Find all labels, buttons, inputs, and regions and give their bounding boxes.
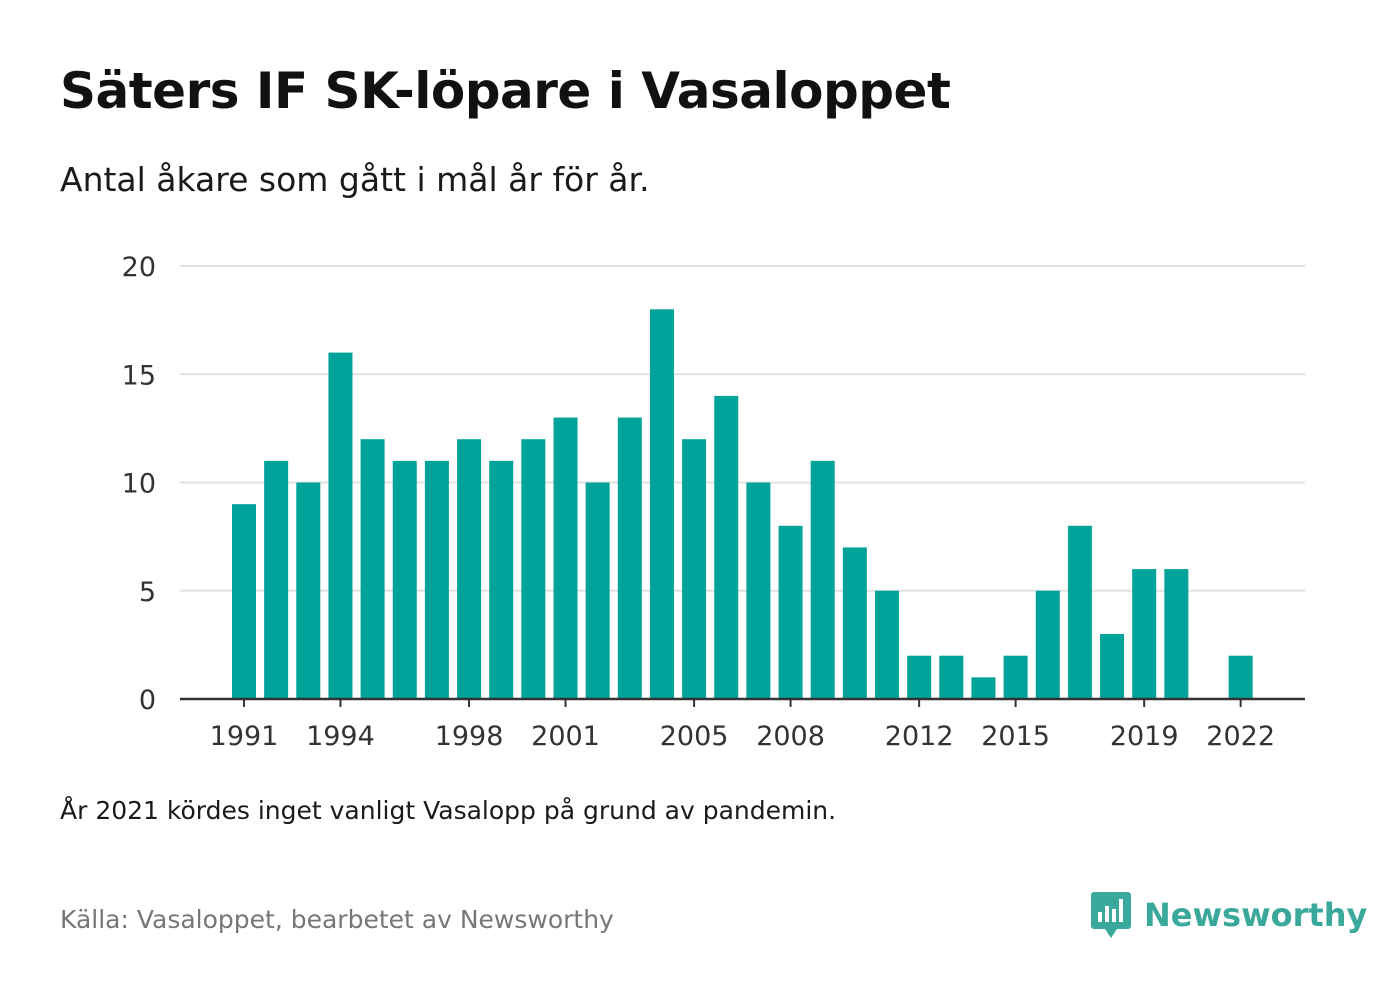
bar-1991 xyxy=(232,504,256,699)
x-tick-label: 1998 xyxy=(435,721,504,752)
x-tick-label: 2005 xyxy=(660,721,729,752)
chart-title: Säters IF SK-löpare i Vasaloppet xyxy=(60,62,951,120)
bar-1998 xyxy=(457,439,482,699)
y-tick-label: 5 xyxy=(139,577,156,608)
bar-2015 xyxy=(1003,655,1028,699)
bar-2017 xyxy=(1067,525,1092,699)
bar-1995 xyxy=(360,439,385,699)
y-tick-label: 10 xyxy=(122,469,156,500)
bar-2009 xyxy=(810,460,835,699)
bar-2001 xyxy=(553,417,578,699)
x-tick-label: 2022 xyxy=(1206,721,1275,752)
newsworthy-logo-icon xyxy=(1091,892,1131,938)
chart-subtitle: Antal åkare som gått i mål år för år. xyxy=(60,160,650,199)
bars xyxy=(232,309,1253,699)
bar-1999 xyxy=(489,460,514,699)
x-tick-label: 2019 xyxy=(1110,721,1179,752)
x-axis-ticks: 1991 1994 1998 2001 2005 2008 2012 2015 2019 2022 xyxy=(210,699,1275,752)
x-tick-label: 2008 xyxy=(756,721,825,752)
bar-2004 xyxy=(649,309,674,699)
bar-2018 xyxy=(1100,634,1125,699)
bar-2007 xyxy=(746,482,771,699)
bar-1994 xyxy=(328,352,353,699)
x-tick-label: 1994 xyxy=(306,721,375,752)
bar-2003 xyxy=(617,417,642,699)
bar-2019 xyxy=(1132,569,1157,699)
bar-2000 xyxy=(521,439,546,699)
bar-2022 xyxy=(1228,655,1253,699)
x-tick-label: 2012 xyxy=(885,721,954,752)
bar-2013 xyxy=(939,655,964,699)
bar-2010 xyxy=(842,547,867,699)
bar-2005 xyxy=(682,439,707,699)
bar-2016 xyxy=(1035,590,1060,699)
brand-name: Newsworthy xyxy=(1144,896,1368,934)
chart-note: År 2021 kördes inget vanligt Vasalopp på… xyxy=(60,796,837,825)
y-tick-label: 20 xyxy=(122,252,156,283)
y-tick-label: 0 xyxy=(139,685,156,716)
bar-1996 xyxy=(392,460,417,699)
y-tick-label: 15 xyxy=(122,360,156,391)
newsworthy-brand[interactable]: Newsworthy xyxy=(1090,890,1367,940)
bar-2014 xyxy=(971,677,996,699)
bar-2006 xyxy=(714,395,739,699)
y-axis-ticks: 0 5 10 15 20 xyxy=(122,252,156,716)
source-text: Källa: Vasaloppet, bearbetet av Newswort… xyxy=(60,905,614,934)
x-tick-label: 1991 xyxy=(210,721,279,752)
x-tick-label: 2015 xyxy=(981,721,1050,752)
x-tick-label: 2001 xyxy=(531,721,600,752)
bar-chart: 0 5 10 15 20 1991 1994 1998 2001 2005 2008 2012 201… xyxy=(122,252,1305,752)
bar-1997 xyxy=(424,460,449,699)
bar-1992 xyxy=(264,460,289,699)
bar-2012 xyxy=(907,655,932,699)
bar-2002 xyxy=(585,482,610,699)
bar-2020 xyxy=(1164,569,1189,699)
bar-2011 xyxy=(875,590,899,699)
bar-1993 xyxy=(296,482,321,699)
bar-2008 xyxy=(778,525,803,699)
